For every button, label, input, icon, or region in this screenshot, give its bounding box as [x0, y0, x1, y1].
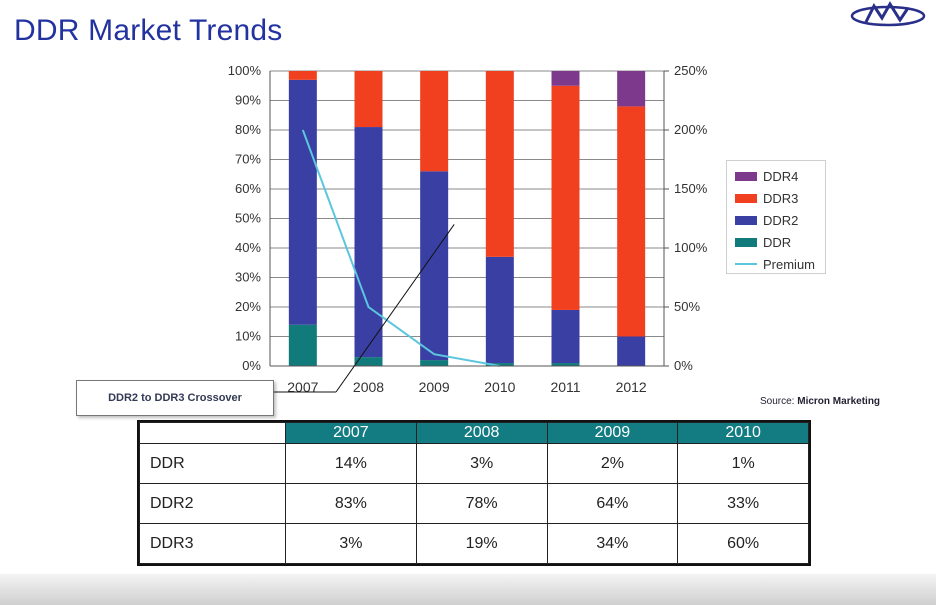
table-header-cell: 2009 [546, 422, 679, 444]
source-label: Source: [760, 396, 795, 407]
bar-ddr-2007 [288, 324, 317, 366]
bar-ddr3-2008 [354, 71, 383, 128]
table-header-cell: 2008 [415, 422, 548, 444]
legend-label-ddr: DDR [763, 234, 792, 250]
premium-line [301, 129, 501, 367]
x-tick-label: 2010 [484, 379, 515, 395]
legend-swatch-premium [735, 263, 757, 265]
y-tick-label-left: 20% [235, 299, 261, 314]
legend-label-ddr3: DDR3 [763, 190, 799, 206]
legend-label-ddr2: DDR2 [763, 212, 799, 228]
chart-axes: 0% 10% 20% 30% 40% 50% 60% 70% 80% 90% 100% 0% 50% 10… [228, 63, 708, 395]
legend-item-ddr4: DDR4 [735, 165, 825, 187]
y-tick-label-right: 50% [674, 299, 700, 314]
y-tick-label-right: 150% [674, 181, 708, 196]
bottom-fade-bar [0, 574, 936, 605]
bar-ddr-2008 [354, 357, 383, 366]
legend-swatch-ddr [735, 237, 757, 247]
table-header-row: 2007 2008 2009 2010 [139, 422, 809, 444]
x-tick-label: 2009 [419, 379, 450, 395]
table-row-label: DDR [139, 443, 286, 484]
bar-ddr-2010 [485, 363, 514, 366]
table-corner-cell [139, 422, 286, 444]
bar-ddr2-2007 [288, 79, 317, 325]
y-tick-label-left: 0% [242, 358, 261, 373]
y-tick-label-left: 30% [235, 270, 261, 285]
page-title: DDR Market Trends [14, 14, 283, 47]
table-cell: 78% [415, 483, 548, 524]
table-cell: 14% [285, 443, 417, 484]
y-tick-label-right: 200% [674, 122, 708, 137]
bar-ddr-2009 [420, 360, 449, 366]
table-cell: 19% [415, 523, 548, 564]
legend-item-ddr2: DDR2 [735, 209, 825, 231]
bar-ddr2-2009 [420, 171, 449, 361]
logo-mark [864, 1, 910, 23]
y-tick-label-right: 0% [674, 358, 693, 373]
bar-ddr4-2012 [617, 71, 646, 107]
table-header-cell: 2010 [677, 422, 809, 444]
table-cell: 34% [546, 523, 679, 564]
y-tick-label-right: 250% [674, 63, 708, 78]
bar-ddr3-2012 [617, 106, 646, 337]
chart-gridlines [270, 70, 664, 367]
callout-pointer [335, 224, 455, 393]
legend-swatch-ddr4 [735, 171, 757, 181]
y-tick-label-left: 40% [235, 240, 261, 255]
y-tick-label-left: 100% [228, 63, 262, 78]
table-row: DDR3 3% 19% 34% 60% [139, 523, 809, 564]
chart-legend: DDR4 DDR3 DDR2 DDR Premium [726, 160, 826, 274]
source-note: Source: Micron Marketing [760, 396, 880, 407]
y-tick-label-left: 50% [235, 211, 261, 226]
x-tick-label: 2011 [550, 379, 580, 395]
y-tick-label-left: 80% [235, 122, 261, 137]
table-row: DDR2 83% 78% 64% 33% [139, 483, 809, 524]
market-share-chart: 0% 10% 20% 30% 40% 50% 60% 70% 80% 90% 100% 0% 50% 10… [228, 63, 708, 395]
table-cell: 33% [677, 483, 809, 524]
table-cell: 83% [285, 483, 417, 524]
legend-item-premium: Premium [735, 253, 825, 275]
bar-ddr2-2010 [485, 256, 514, 364]
table-cell: 60% [677, 523, 809, 564]
company-logo [850, 1, 926, 27]
bar-ddr4-2011 [551, 71, 580, 86]
y-tick-label-left: 10% [235, 329, 261, 344]
legend-item-ddr: DDR [735, 231, 825, 253]
table-cell: 1% [677, 443, 809, 484]
table-cell: 3% [285, 523, 417, 564]
y-tick-label-right: 100% [674, 240, 708, 255]
bar-ddr3-2009 [420, 71, 449, 172]
table-row: DDR 14% 3% 2% 1% [139, 443, 809, 484]
x-tick-label: 2012 [616, 379, 647, 395]
share-table: 2007 2008 2009 2010 DDR 14% 3% 2% 1% DDR… [137, 420, 811, 566]
table-header-cell: 2007 [285, 422, 417, 444]
legend-label-ddr4: DDR4 [763, 168, 799, 184]
y-tick-label-left: 60% [235, 181, 261, 196]
table-cell: 2% [546, 443, 679, 484]
legend-swatch-ddr3 [735, 193, 757, 203]
bar-ddr3-2011 [551, 85, 580, 310]
chart-bars [288, 71, 646, 366]
x-tick-label: 2008 [353, 379, 384, 395]
table-row-label: DDR2 [139, 483, 286, 524]
table-cell: 64% [546, 483, 679, 524]
table-row-label: DDR3 [139, 523, 286, 564]
bar-ddr2-2012 [617, 336, 646, 366]
bar-ddr2-2011 [551, 309, 580, 364]
crossover-callout: DDR2 to DDR3 Crossover [76, 380, 274, 416]
source-value: Micron Marketing [797, 396, 881, 407]
legend-item-ddr3: DDR3 [735, 187, 825, 209]
bar-ddr-2011 [551, 363, 580, 366]
x-tick-label: 2007 [287, 379, 318, 395]
legend-label-premium: Premium [763, 256, 816, 272]
table-cell: 3% [415, 443, 548, 484]
bar-ddr3-2007 [288, 71, 317, 80]
bar-ddr3-2010 [485, 71, 514, 257]
bar-ddr2-2008 [354, 127, 383, 358]
legend-swatch-ddr2 [735, 215, 757, 225]
y-tick-label-left: 70% [235, 152, 261, 167]
y-tick-label-left: 90% [235, 93, 261, 108]
